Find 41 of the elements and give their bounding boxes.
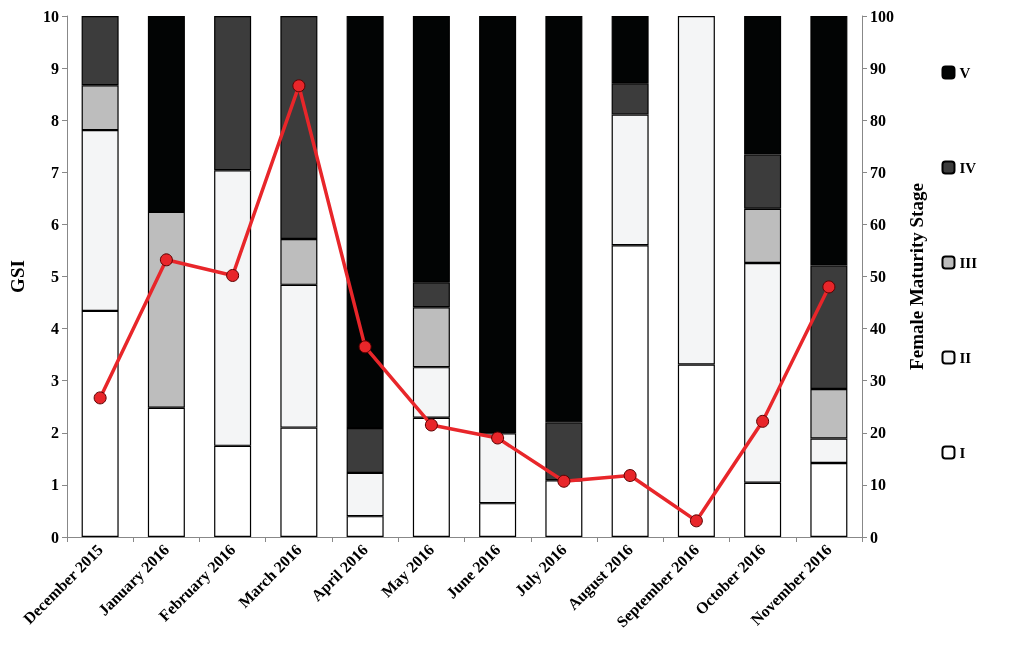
y2-tick-label: 60 (870, 215, 886, 233)
legend-label: III (959, 254, 978, 271)
y-tick-label: 10 (43, 7, 59, 25)
y2-tick-label: 80 (870, 111, 886, 129)
legend-label: IV (959, 159, 977, 176)
y-tick-label: 6 (51, 215, 59, 233)
point (756, 414, 770, 428)
y-axis-title: GSI (7, 260, 28, 293)
point (424, 418, 438, 432)
y2-tick-label: 90 (870, 59, 886, 77)
y-tick-label: 4 (51, 320, 59, 338)
y2-tick-label: 0 (870, 528, 878, 546)
y-tick-label: 0 (51, 528, 59, 546)
y2-tick-label: 50 (870, 268, 886, 285)
y2-tick-label: 20 (870, 424, 886, 442)
y-tick-label: 8 (51, 111, 59, 129)
point (623, 469, 637, 483)
y-tick-label: 2 (51, 424, 59, 442)
y2-tick-label: 30 (870, 372, 886, 390)
legend-label: I (959, 444, 966, 461)
y2-tick-label: 40 (870, 320, 886, 338)
point (159, 253, 173, 267)
y2-tick-label: 70 (870, 163, 886, 181)
legend-label: V (959, 64, 971, 81)
y-tick-label: 5 (51, 268, 59, 285)
point (358, 340, 372, 354)
point (491, 431, 505, 445)
y2-axis-title: Female Maturity Stage (906, 183, 927, 370)
point (822, 280, 836, 294)
y-tick-label: 7 (51, 163, 59, 181)
y-tick-label: 3 (51, 372, 59, 390)
y2-tick-label: 100 (870, 7, 894, 25)
point (292, 79, 306, 93)
point (557, 474, 571, 488)
legend-label: II (959, 349, 972, 366)
y2-tick-label: 10 (870, 476, 886, 494)
point (689, 514, 703, 528)
y-tick-label: 9 (51, 59, 59, 77)
point (226, 268, 240, 282)
point (93, 391, 107, 405)
y-tick-label: 1 (51, 476, 59, 494)
